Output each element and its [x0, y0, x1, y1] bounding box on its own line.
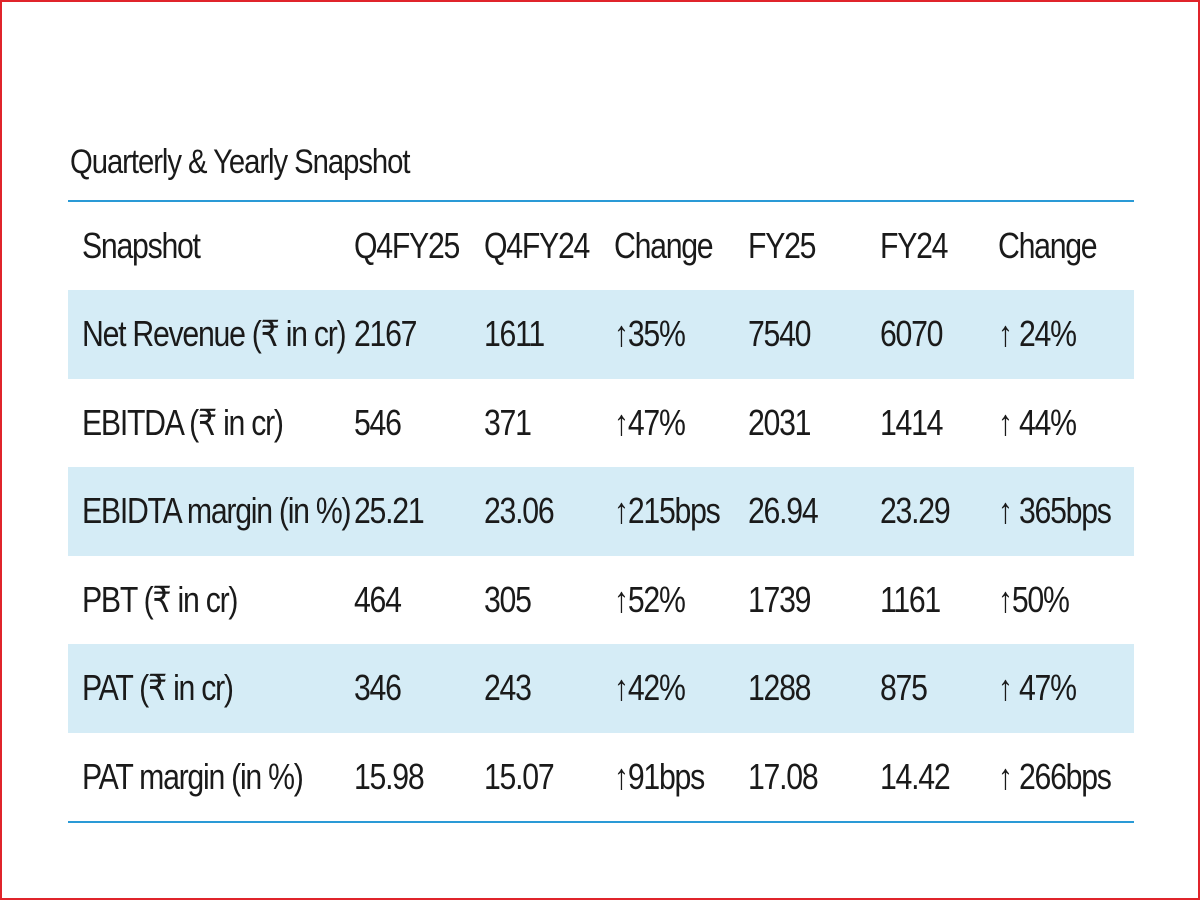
table-cell: 346	[354, 667, 402, 709]
table-row: Net Revenue (₹ in cr) 2167 1611 ↑35% 754…	[68, 290, 1134, 379]
table-cell: 14.42	[880, 755, 951, 797]
table-cell: ↑ 24%	[998, 313, 1077, 355]
table-cell: 1611	[484, 313, 545, 355]
table-cell: 875	[880, 667, 928, 709]
row-label: PAT margin (in %)	[82, 755, 304, 797]
table-cell: 2167	[354, 313, 418, 355]
table-cell: ↑50%	[998, 578, 1070, 620]
header-cell: Snapshot	[82, 225, 201, 266]
row-label: EBITDA (₹ in cr)	[82, 401, 284, 443]
table-cell: 15.07	[484, 755, 555, 797]
row-label: PAT (₹ in cr)	[82, 667, 234, 709]
header-cell: Q4FY24	[484, 225, 590, 266]
header-cell: Change	[614, 225, 714, 266]
table-row: EBITDA (₹ in cr) 546 371 ↑47% 2031 1414 …	[68, 379, 1134, 468]
table-cell: ↑215bps	[614, 490, 721, 532]
table-cell: 15.98	[354, 755, 425, 797]
table-row: PBT (₹ in cr) 464 305 ↑52% 1739 1161 ↑50…	[68, 556, 1134, 645]
table-cell: 1739	[748, 578, 812, 620]
table-cell: 1161	[880, 578, 941, 620]
table-cell: 2031	[748, 401, 812, 443]
table-cell: ↑35%	[614, 313, 686, 355]
header-cell: Change	[998, 225, 1098, 266]
table-cell: 464	[354, 578, 402, 620]
table-cell: 17.08	[748, 755, 819, 797]
header-cell: FY25	[748, 225, 817, 266]
table-cell: ↑52%	[614, 578, 686, 620]
table-cell: ↑91bps	[614, 755, 705, 797]
snapshot-table: Snapshot Q4FY25 Q4FY24 Change FY25 FY24 …	[68, 200, 1134, 823]
table-cell: 23.29	[880, 490, 951, 532]
table-cell: 6070	[880, 313, 944, 355]
table-cell: 243	[484, 667, 532, 709]
table-cell: ↑ 266bps	[998, 755, 1112, 797]
row-label: Net Revenue (₹ in cr)	[82, 313, 347, 355]
row-label: EBIDTA margin (in %)	[82, 490, 352, 532]
table-cell: 305	[484, 578, 532, 620]
table-cell: 1288	[748, 667, 812, 709]
table-cell: ↑42%	[614, 667, 686, 709]
table-cell: 25.21	[354, 490, 425, 532]
table-cell: 7540	[748, 313, 812, 355]
table-cell: ↑47%	[614, 401, 686, 443]
header-cell: Q4FY25	[354, 225, 460, 266]
table-title: Quarterly & Yearly Snapshot	[70, 143, 411, 181]
row-label: PBT (₹ in cr)	[82, 578, 238, 620]
table-row: EBIDTA margin (in %) 25.21 23.06 ↑215bps…	[68, 467, 1134, 556]
table-row: PAT (₹ in cr) 346 243 ↑42% 1288 875 ↑ 47…	[68, 644, 1134, 733]
table-cell: 23.06	[484, 490, 555, 532]
table-cell: ↑ 365bps	[998, 490, 1112, 532]
header-cell: FY24	[880, 225, 949, 266]
table-header-row: Snapshot Q4FY25 Q4FY24 Change FY25 FY24 …	[68, 202, 1134, 290]
table-cell: ↑ 47%	[998, 667, 1077, 709]
table-cell: ↑ 44%	[998, 401, 1077, 443]
table-cell: 371	[484, 401, 532, 443]
table-row: PAT margin (in %) 15.98 15.07 ↑91bps 17.…	[68, 733, 1134, 822]
table-cell: 26.94	[748, 490, 819, 532]
table-cell: 546	[354, 401, 402, 443]
table-cell: 1414	[880, 401, 944, 443]
